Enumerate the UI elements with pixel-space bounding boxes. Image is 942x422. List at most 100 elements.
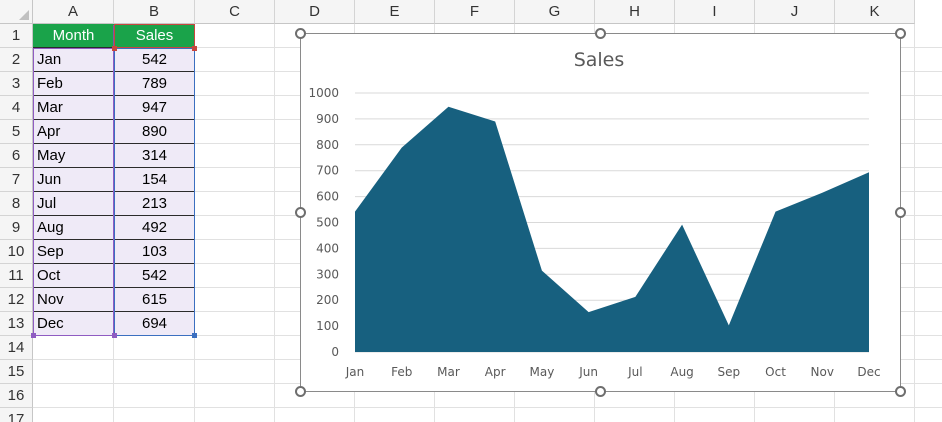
column-header-c[interactable]: C — [195, 0, 275, 24]
y-tick-label: 300 — [316, 267, 339, 281]
x-axis-labels: Jan Feb Mar Apr May Jun Jul Aug Sep Oct Nov Dec — [345, 365, 881, 379]
y-tick-label: 200 — [316, 293, 339, 307]
cell-sales[interactable]: 154 — [114, 168, 195, 192]
y-tick-label: 800 — [316, 138, 339, 152]
resize-handle-right[interactable] — [895, 207, 906, 218]
column-header-d[interactable]: D — [275, 0, 355, 24]
cell-sales[interactable]: 890 — [114, 120, 195, 144]
chart-canvas: Sales 0 100 200 300 400 500 600 700 800 900 1000 J… — [308, 49, 881, 379]
row-header-5[interactable]: 5 — [0, 120, 33, 144]
resize-handle-left[interactable] — [295, 207, 306, 218]
select-all-triangle-icon — [19, 10, 29, 20]
column-header-h[interactable]: H — [595, 0, 675, 24]
row-header-10[interactable]: 10 — [0, 240, 33, 264]
row-header-17[interactable]: 17 — [0, 408, 33, 422]
sales-area-series[interactable] — [355, 106, 869, 353]
x-tick-label: Dec — [857, 365, 880, 379]
resize-handle-bottom[interactable] — [595, 386, 606, 397]
x-tick-label: May — [530, 365, 555, 379]
cell-sales[interactable]: 542 — [114, 48, 195, 72]
y-tick-label: 100 — [316, 319, 339, 333]
x-tick-label: Oct — [765, 365, 786, 379]
resize-handle-bottom-left[interactable] — [295, 386, 306, 397]
y-tick-label: 400 — [316, 241, 339, 255]
x-tick-label: Jun — [578, 365, 598, 379]
range-handle[interactable] — [31, 333, 36, 338]
resize-handle-top-right[interactable] — [895, 28, 906, 39]
row-header-13[interactable]: 13 — [0, 312, 33, 336]
row-header-6[interactable]: 6 — [0, 144, 33, 168]
cell-month[interactable]: Mar — [33, 96, 114, 120]
row-header-9[interactable]: 9 — [0, 216, 33, 240]
cell-month[interactable]: Nov — [33, 288, 114, 312]
cell-month[interactable]: Jan — [33, 48, 114, 72]
series-name-highlight — [114, 24, 195, 48]
cell-month[interactable]: May — [33, 144, 114, 168]
resize-handle-bottom-right[interactable] — [895, 386, 906, 397]
cell-month[interactable]: Feb — [33, 72, 114, 96]
column-header-j[interactable]: J — [755, 0, 835, 24]
column-header-e[interactable]: E — [355, 0, 435, 24]
range-handle[interactable] — [112, 46, 117, 51]
x-tick-label: Sep — [718, 365, 741, 379]
row-header-1[interactable]: 1 — [0, 24, 33, 48]
chart-title[interactable]: Sales — [574, 49, 625, 71]
row-header-11[interactable]: 11 — [0, 264, 33, 288]
select-all-corner[interactable] — [0, 0, 33, 24]
gridline-vertical — [274, 24, 275, 422]
values-range-highlight — [114, 48, 195, 336]
sales-area-chart[interactable]: Sales 0 100 200 300 400 500 600 700 800 900 1000 J… — [300, 33, 901, 392]
x-tick-label: Nov — [811, 365, 834, 379]
resize-handle-top[interactable] — [595, 28, 606, 39]
row-header-15[interactable]: 15 — [0, 360, 33, 384]
row-header-16[interactable]: 16 — [0, 384, 33, 408]
category-range-highlight — [33, 48, 114, 336]
cell-sales[interactable]: 492 — [114, 216, 195, 240]
cell-month[interactable]: Jun — [33, 168, 114, 192]
row-header-4[interactable]: 4 — [0, 96, 33, 120]
row-header-12[interactable]: 12 — [0, 288, 33, 312]
row-header-3[interactable]: 3 — [0, 72, 33, 96]
cell-sales[interactable]: 615 — [114, 288, 195, 312]
y-tick-label: 0 — [331, 345, 339, 359]
gridline-vertical — [914, 24, 915, 422]
range-handle[interactable] — [192, 333, 197, 338]
x-tick-label: Jan — [345, 365, 365, 379]
column-header-i[interactable]: I — [675, 0, 755, 24]
row-header-8[interactable]: 8 — [0, 192, 33, 216]
x-tick-label: Jul — [627, 365, 642, 379]
y-tick-label: 700 — [316, 164, 339, 178]
column-header-f[interactable]: F — [435, 0, 515, 24]
cell-month[interactable]: Aug — [33, 216, 114, 240]
cell-sales[interactable]: 542 — [114, 264, 195, 288]
cell-sales[interactable]: 213 — [114, 192, 195, 216]
cell-month[interactable]: Jul — [33, 192, 114, 216]
cell-month[interactable]: Oct — [33, 264, 114, 288]
column-header-b[interactable]: B — [114, 0, 195, 24]
y-tick-label: 1000 — [308, 86, 339, 100]
x-tick-label: Mar — [437, 365, 460, 379]
cell-month[interactable]: Sep — [33, 240, 114, 264]
gridline-horizontal — [33, 407, 942, 408]
row-header-2[interactable]: 2 — [0, 48, 33, 72]
resize-handle-top-left[interactable] — [295, 28, 306, 39]
row-header-14[interactable]: 14 — [0, 336, 33, 360]
x-tick-label: Feb — [391, 365, 412, 379]
column-header-g[interactable]: G — [515, 0, 595, 24]
cell-sales[interactable]: 103 — [114, 240, 195, 264]
cell-sales[interactable]: 947 — [114, 96, 195, 120]
y-tick-label: 600 — [316, 190, 339, 204]
range-handle[interactable] — [192, 46, 197, 51]
cell-a1-month-header[interactable]: Month — [33, 24, 114, 48]
cell-sales[interactable]: 789 — [114, 72, 195, 96]
y-axis-labels: 0 100 200 300 400 500 600 700 800 900 1000 — [308, 86, 339, 359]
cell-sales[interactable]: 314 — [114, 144, 195, 168]
column-header-k[interactable]: K — [835, 0, 915, 24]
row-header-7[interactable]: 7 — [0, 168, 33, 192]
column-header-a[interactable]: A — [33, 0, 114, 24]
range-handle[interactable] — [112, 333, 117, 338]
y-tick-label: 500 — [316, 216, 339, 230]
cell-month[interactable]: Apr — [33, 120, 114, 144]
x-tick-label: Apr — [485, 365, 506, 379]
